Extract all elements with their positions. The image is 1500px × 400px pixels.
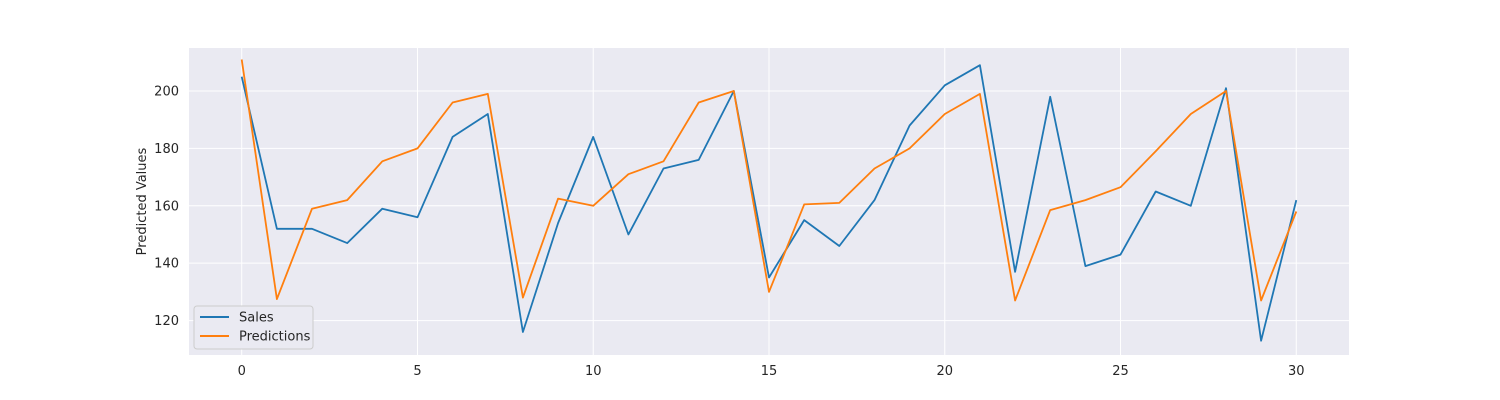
legend-entry: Predictions — [239, 330, 311, 345]
series-line-sales — [240, 64, 1298, 342]
y-tick-label: 140 — [154, 257, 179, 272]
series-layer — [240, 59, 1298, 342]
y-tick-label: 120 — [154, 314, 179, 329]
legend: Sales Predictions — [193, 305, 314, 350]
x-tick-label: 0 — [238, 364, 246, 379]
y-tick-label: 160 — [154, 199, 179, 214]
y-tick-label: 200 — [154, 85, 179, 100]
x-tick-label: 20 — [936, 364, 953, 379]
y-tick-label: 180 — [154, 142, 179, 157]
x-tick-label: 25 — [1112, 364, 1129, 379]
x-tick-label: 30 — [1288, 364, 1305, 379]
x-tick-label: 10 — [585, 364, 602, 379]
x-tick-label: 5 — [413, 364, 421, 379]
series-line-predictions — [240, 59, 1298, 302]
grid-lines — [189, 48, 1349, 355]
tick-labels: 0 5 10 15 20 25 30 120 140 160 180 200 — [154, 85, 1304, 379]
x-tick-label: 15 — [761, 364, 778, 379]
y-axis-label: Predicted Values — [135, 147, 150, 255]
legend-entry: Sales — [239, 311, 274, 326]
